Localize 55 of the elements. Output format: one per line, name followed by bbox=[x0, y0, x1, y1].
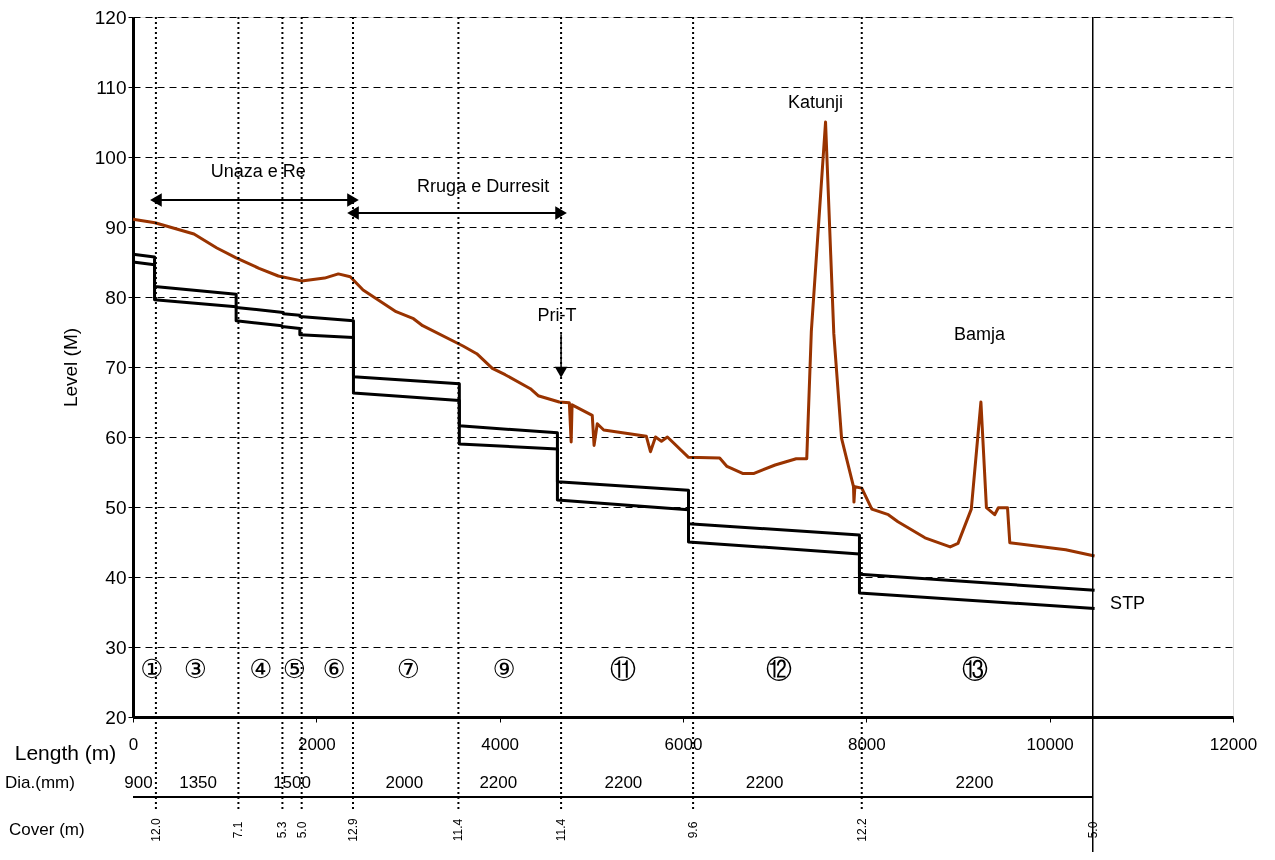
x-tick-label: 2000 bbox=[297, 734, 336, 754]
annotation: Katunji bbox=[787, 92, 843, 112]
y-tick-label: 90 bbox=[105, 216, 127, 238]
y-tick-label: 30 bbox=[105, 636, 127, 658]
annotation: ⑬ bbox=[961, 654, 988, 684]
y-tick-label: 20 bbox=[105, 706, 127, 728]
text: 2200 bbox=[955, 773, 994, 792]
text: 2000 bbox=[385, 773, 424, 792]
text: 1500 bbox=[273, 773, 311, 792]
y-tick-label: 60 bbox=[105, 426, 127, 448]
y-tick-label: 40 bbox=[105, 566, 127, 588]
y-tick-label: 50 bbox=[105, 496, 127, 518]
text: 5.0 bbox=[294, 821, 309, 839]
text: 7.1 bbox=[231, 821, 246, 839]
text: 2200 bbox=[745, 773, 784, 792]
annotation: ⑨ bbox=[492, 654, 516, 684]
y-tick-label: 110 bbox=[96, 76, 127, 98]
annotation: ⑤ bbox=[282, 654, 307, 684]
annotation: ⑦ bbox=[396, 654, 421, 684]
text: 5.3 bbox=[275, 821, 290, 839]
annotation: ⑥ bbox=[322, 654, 346, 684]
x-axis-title: Length (m) bbox=[14, 740, 117, 764]
x-tick-label: 6000 bbox=[664, 734, 703, 754]
y-tick-label: 120 bbox=[94, 6, 127, 28]
x-tick-label: 4000 bbox=[481, 734, 520, 754]
x-tick-label: 10000 bbox=[1026, 734, 1074, 754]
text: 11.4 bbox=[554, 818, 569, 842]
y-tick-label: 100 bbox=[94, 146, 127, 168]
y-tick-label: 80 bbox=[105, 286, 127, 308]
text: 9.6 bbox=[686, 821, 701, 839]
annotation: ⑪ bbox=[609, 654, 636, 684]
annotation: ③ bbox=[183, 654, 208, 684]
annotation: Pri-T bbox=[537, 305, 577, 326]
x-tick-label: 8000 bbox=[847, 734, 886, 754]
x-tick-label: 0 bbox=[128, 734, 139, 754]
annotation: ⑫ bbox=[766, 654, 793, 684]
text: 900 bbox=[124, 773, 153, 792]
annotation: Unaza e Re bbox=[210, 161, 306, 181]
text: 12.0 bbox=[148, 818, 163, 842]
text: Dia.(mm) bbox=[4, 773, 75, 792]
text: 12.9 bbox=[346, 818, 360, 842]
text: 11.4 bbox=[451, 818, 466, 842]
text: Cover (m) bbox=[9, 820, 85, 839]
annotation: ① bbox=[140, 654, 164, 684]
y-axis-title: Level (M) bbox=[59, 327, 81, 408]
text: 2200 bbox=[604, 773, 643, 792]
text: 2200 bbox=[479, 773, 518, 792]
annotation: Bamja bbox=[954, 324, 1007, 344]
annotation: ④ bbox=[249, 654, 273, 684]
annotation: Rruga e Durresit bbox=[417, 176, 550, 196]
x-tick-label: 12000 bbox=[1209, 734, 1258, 754]
y-tick-label: 70 bbox=[105, 356, 127, 378]
annotation: STP bbox=[1110, 593, 1146, 613]
text: 12.2 bbox=[854, 818, 869, 842]
text: 1350 bbox=[179, 773, 218, 792]
